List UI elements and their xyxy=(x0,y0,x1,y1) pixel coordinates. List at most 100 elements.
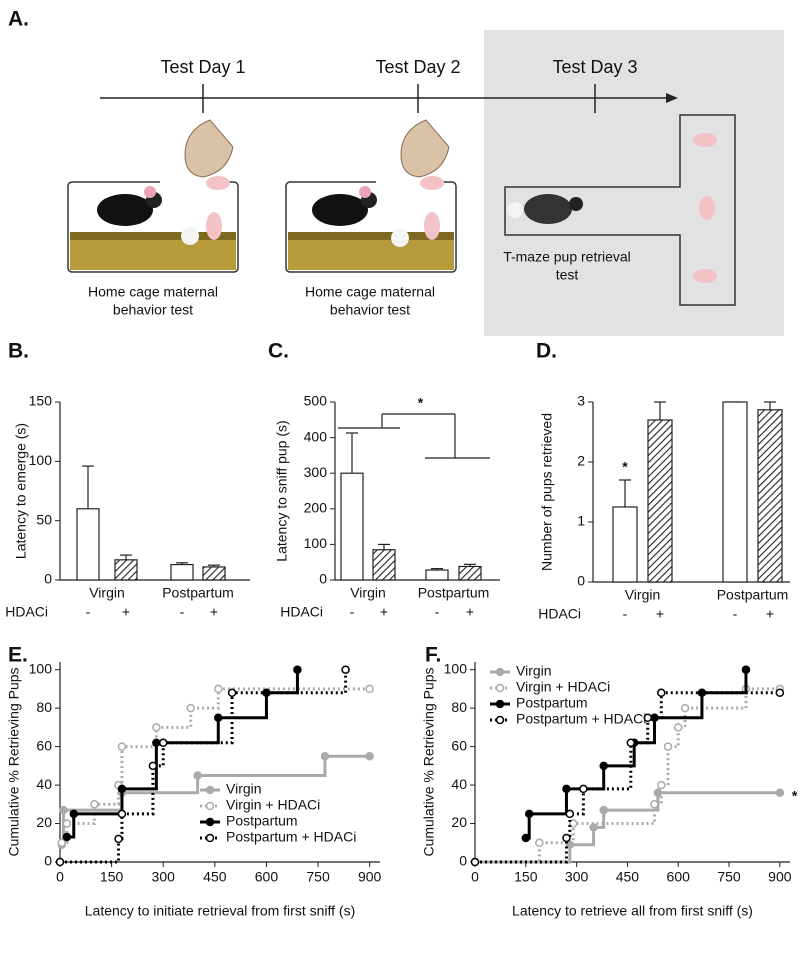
point xyxy=(69,809,79,819)
y-axis-label: Cumulative % Retrieving Pups xyxy=(421,667,437,856)
y-tick-label: 500 xyxy=(304,393,328,409)
point xyxy=(59,805,68,815)
legend-marker xyxy=(495,715,505,725)
caption: behavior test xyxy=(330,302,410,318)
point xyxy=(775,688,785,698)
category-label: - xyxy=(435,604,440,620)
cage xyxy=(285,119,457,273)
panel-label: F. xyxy=(425,644,441,667)
point xyxy=(193,771,202,780)
x-tick-label: 600 xyxy=(667,869,691,885)
category-label: + xyxy=(656,606,664,622)
annotation: * xyxy=(418,395,424,411)
x-tick-label: 150 xyxy=(100,869,124,885)
point xyxy=(148,761,158,771)
y-tick-label: 60 xyxy=(451,737,467,753)
y-tick-label: 100 xyxy=(29,452,53,468)
y-tick-label: 100 xyxy=(444,660,468,676)
y-tick-label: 100 xyxy=(29,660,53,676)
row-label: HDACi xyxy=(5,604,48,620)
cage xyxy=(67,119,239,273)
legend-marker xyxy=(495,683,505,693)
group-label: Postpartum xyxy=(162,585,234,601)
point xyxy=(214,684,223,694)
point xyxy=(657,688,666,698)
y-axis-label: Cumulative % Retrieving Pups xyxy=(6,667,22,856)
caption: behavior test xyxy=(113,302,193,318)
point xyxy=(657,780,666,790)
y-tick-label: 300 xyxy=(304,464,328,480)
annotation: * xyxy=(622,459,628,475)
bar xyxy=(612,506,638,583)
legend-label: Postpartum + HDACi xyxy=(516,711,646,727)
panel-a: A. Test Day 1 Test Day 2 Test Day 3 Home… xyxy=(8,8,784,336)
point xyxy=(775,788,785,798)
y-tick-label: 1 xyxy=(577,513,585,529)
legend-label: Virgin xyxy=(226,781,262,797)
y-tick-label: 400 xyxy=(304,428,328,444)
point xyxy=(568,819,578,828)
legend-marker xyxy=(205,833,215,843)
point xyxy=(680,703,690,713)
category-label: + xyxy=(380,604,388,620)
point xyxy=(152,738,161,748)
caption: T-maze pup retrieval xyxy=(503,249,631,265)
x-tick-label: 900 xyxy=(768,869,792,885)
category-label: + xyxy=(210,604,218,620)
timeline-label: Test Day 2 xyxy=(375,57,460,77)
row-label: HDACi xyxy=(538,606,581,622)
point xyxy=(650,800,659,809)
y-tick-label: 40 xyxy=(36,776,52,792)
point xyxy=(521,833,531,843)
y-tick-label: 0 xyxy=(44,853,52,869)
y-tick-label: 2 xyxy=(577,453,585,469)
category-label: - xyxy=(733,606,738,622)
caption: Home cage maternal xyxy=(88,284,218,300)
step-line xyxy=(475,791,780,864)
bar xyxy=(170,563,194,581)
group-label: Virgin xyxy=(625,587,661,603)
bar xyxy=(425,569,449,581)
y-tick-label: 150 xyxy=(29,393,53,409)
category-label: - xyxy=(350,604,355,620)
point xyxy=(589,823,598,832)
point xyxy=(365,751,374,761)
y-axis-label: Number of pups retrieved xyxy=(539,413,555,571)
point xyxy=(117,809,127,819)
point xyxy=(117,784,127,794)
group-label: Postpartum xyxy=(717,587,789,603)
legend-marker xyxy=(495,699,505,709)
point xyxy=(214,713,223,723)
legend-marker xyxy=(495,667,505,677)
category-label: - xyxy=(180,604,185,620)
arrowhead xyxy=(666,93,678,103)
legend-label: Postpartum xyxy=(226,813,298,829)
category-label: + xyxy=(466,604,474,620)
bar xyxy=(757,409,783,583)
point xyxy=(365,684,374,694)
legend-marker xyxy=(205,801,215,811)
point xyxy=(152,723,161,732)
group-label: Virgin xyxy=(350,585,386,601)
x-tick-label: 150 xyxy=(514,869,538,885)
y-tick-label: 80 xyxy=(36,699,52,715)
point xyxy=(673,723,683,732)
bar xyxy=(722,401,748,583)
point xyxy=(227,688,237,698)
point xyxy=(62,819,72,828)
x-tick-label: 750 xyxy=(306,869,330,885)
x-tick-label: 450 xyxy=(203,869,227,885)
y-tick-label: 60 xyxy=(36,737,52,753)
bar xyxy=(76,508,100,581)
step-line xyxy=(525,669,748,840)
point xyxy=(341,665,350,674)
y-tick-label: 0 xyxy=(44,571,52,587)
y-tick-label: 80 xyxy=(451,699,467,715)
y-tick-label: 20 xyxy=(36,814,52,830)
category-label: - xyxy=(623,606,628,622)
y-tick-label: 40 xyxy=(451,776,467,792)
y-axis-label: Latency to emerge (s) xyxy=(13,423,29,559)
point xyxy=(90,800,99,809)
category-label: - xyxy=(86,604,91,620)
point xyxy=(626,738,636,748)
